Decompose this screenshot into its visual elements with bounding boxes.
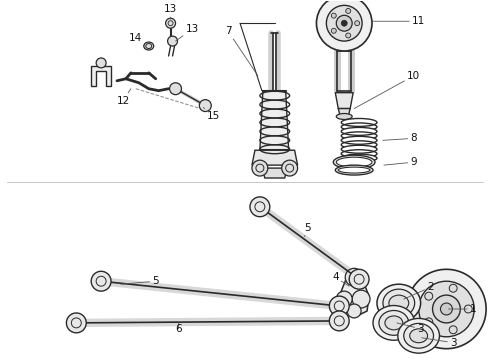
Circle shape xyxy=(331,28,336,33)
Circle shape xyxy=(425,292,433,300)
Ellipse shape xyxy=(341,127,377,135)
Text: 14: 14 xyxy=(129,33,144,46)
Ellipse shape xyxy=(398,319,440,353)
Circle shape xyxy=(341,20,347,26)
Ellipse shape xyxy=(385,316,403,330)
Circle shape xyxy=(349,269,369,289)
Text: 13: 13 xyxy=(164,4,177,19)
Circle shape xyxy=(250,197,270,217)
Ellipse shape xyxy=(335,165,373,175)
Ellipse shape xyxy=(336,157,372,167)
Text: 7: 7 xyxy=(225,26,258,76)
Circle shape xyxy=(331,13,336,18)
Ellipse shape xyxy=(373,306,415,340)
Circle shape xyxy=(465,305,472,313)
Circle shape xyxy=(441,303,452,315)
Text: 4: 4 xyxy=(332,272,349,286)
Circle shape xyxy=(449,284,457,292)
Circle shape xyxy=(345,268,363,286)
Circle shape xyxy=(170,83,181,95)
Text: 12: 12 xyxy=(116,89,131,105)
Ellipse shape xyxy=(341,118,377,126)
Circle shape xyxy=(336,291,352,307)
Ellipse shape xyxy=(338,167,370,173)
Polygon shape xyxy=(260,91,289,150)
Ellipse shape xyxy=(341,154,377,162)
Text: 10: 10 xyxy=(354,71,420,109)
Circle shape xyxy=(346,9,351,13)
Circle shape xyxy=(199,100,211,112)
Polygon shape xyxy=(335,93,353,109)
Text: 8: 8 xyxy=(383,133,417,143)
Circle shape xyxy=(168,36,177,46)
Ellipse shape xyxy=(341,136,377,144)
Circle shape xyxy=(282,160,297,176)
Ellipse shape xyxy=(144,42,154,50)
Circle shape xyxy=(317,0,372,51)
Polygon shape xyxy=(91,66,111,86)
Circle shape xyxy=(329,296,349,316)
Text: 3: 3 xyxy=(421,338,457,348)
Circle shape xyxy=(433,295,460,323)
Text: 2: 2 xyxy=(404,282,434,299)
Circle shape xyxy=(336,15,352,31)
Text: 15: 15 xyxy=(203,108,220,121)
Circle shape xyxy=(418,281,474,337)
Text: 3: 3 xyxy=(397,323,424,334)
Circle shape xyxy=(96,58,106,68)
Text: 6: 6 xyxy=(175,323,182,334)
Ellipse shape xyxy=(341,145,377,153)
Text: 9: 9 xyxy=(384,157,417,167)
Circle shape xyxy=(352,290,370,308)
Polygon shape xyxy=(252,150,297,165)
Polygon shape xyxy=(262,168,288,178)
Text: 1: 1 xyxy=(448,304,477,314)
Circle shape xyxy=(326,5,362,41)
Ellipse shape xyxy=(410,329,428,343)
Circle shape xyxy=(252,160,268,176)
Polygon shape xyxy=(338,109,350,117)
Text: 5: 5 xyxy=(121,276,159,286)
Circle shape xyxy=(329,311,349,331)
Circle shape xyxy=(407,269,486,349)
Polygon shape xyxy=(339,276,369,316)
Ellipse shape xyxy=(377,284,420,322)
Circle shape xyxy=(425,318,433,326)
Circle shape xyxy=(449,326,457,334)
Ellipse shape xyxy=(379,310,409,335)
Circle shape xyxy=(346,33,351,38)
Ellipse shape xyxy=(333,155,375,169)
Ellipse shape xyxy=(389,295,409,311)
Circle shape xyxy=(166,18,175,28)
Text: 11: 11 xyxy=(372,16,425,26)
Ellipse shape xyxy=(336,113,352,120)
Circle shape xyxy=(91,271,111,291)
Circle shape xyxy=(355,21,360,26)
Ellipse shape xyxy=(404,323,434,348)
Text: 13: 13 xyxy=(175,24,199,41)
Ellipse shape xyxy=(383,289,415,317)
Text: 5: 5 xyxy=(304,222,311,237)
Circle shape xyxy=(66,313,86,333)
Circle shape xyxy=(347,304,361,318)
